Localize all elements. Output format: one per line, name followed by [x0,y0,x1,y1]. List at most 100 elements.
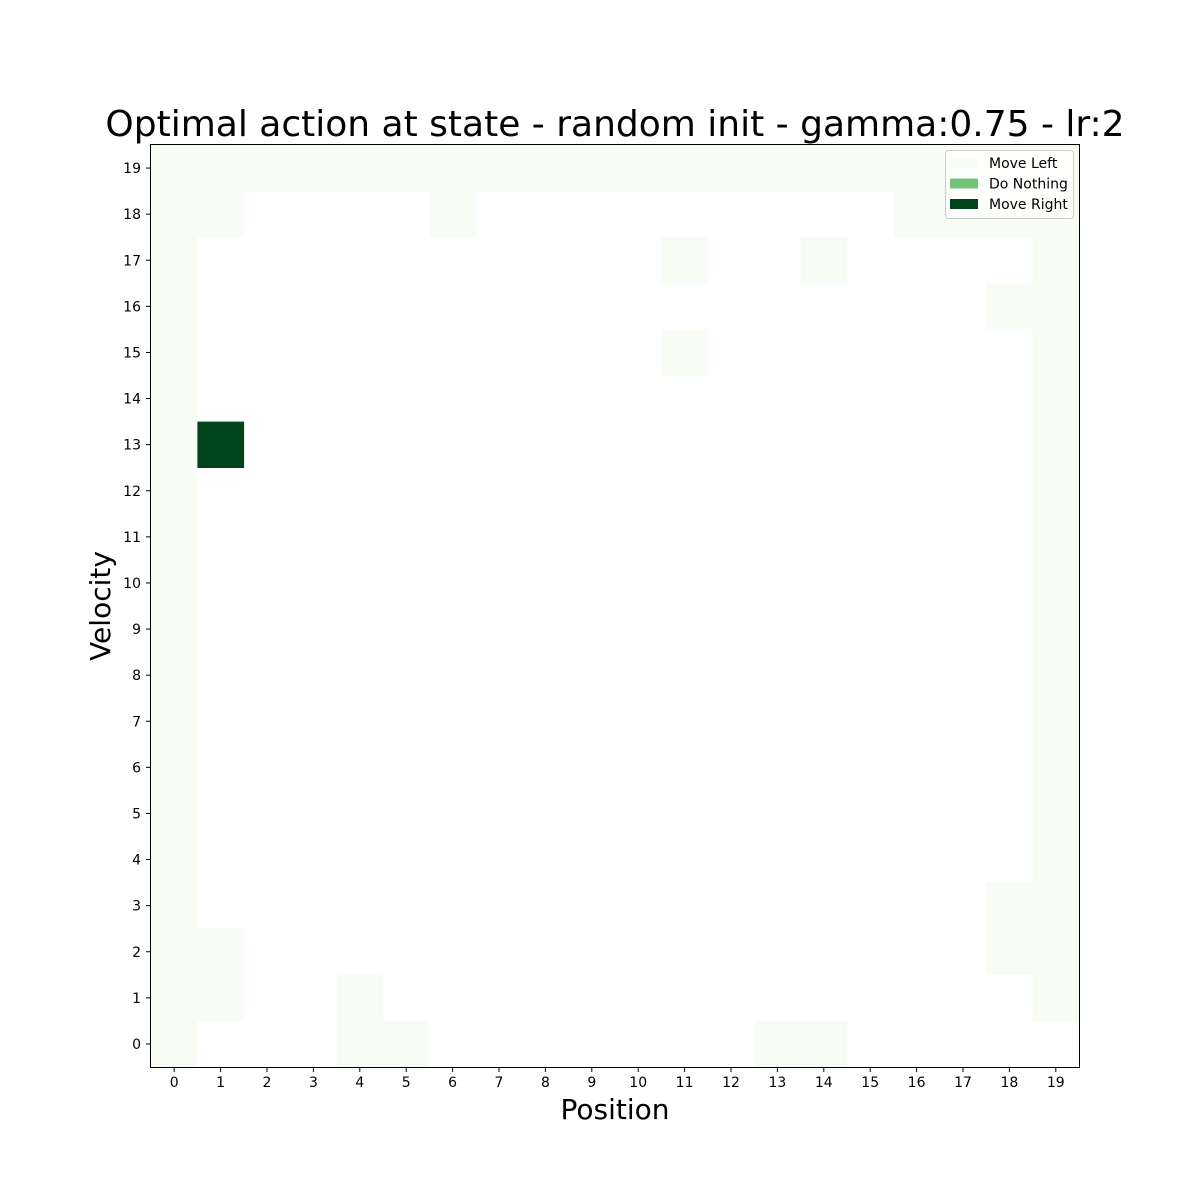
x-tick-label: 0 [170,1075,179,1091]
heatmap-cell [151,974,198,1022]
y-tick-label: 18 [123,207,141,223]
x-tick-label: 11 [676,1075,694,1091]
x-tick-label: 5 [402,1075,411,1091]
heatmap-cell [151,698,198,745]
y-tick-label: 6 [132,760,141,776]
y-tick-label: 4 [132,853,141,869]
heatmap-cell [151,145,198,192]
heatmap-cell [1032,283,1080,330]
legend: Move Left Do Nothing Move Right [945,150,1074,219]
heatmap-cell [151,928,198,976]
heatmap-cell [151,467,198,515]
heatmap-cell [151,559,198,607]
heatmap-cell [197,928,245,976]
x-tick-label: 9 [587,1075,596,1091]
legend-label: Move Right [989,197,1068,213]
y-tick-label: 8 [132,668,141,684]
x-tick-label: 10 [629,1075,647,1091]
heatmap-cell [151,790,198,837]
x-tick-label: 15 [861,1075,879,1091]
heatmap-cell [1032,375,1080,422]
x-axis-ticks: 0 1 2 3 4 5 6 7 8 9 10 11 12 13 14 15 16 17 18 19 [170,1067,1065,1091]
heatmap-cell [800,1020,848,1068]
y-tick-label: 19 [123,161,141,177]
heatmap-cell [1032,698,1080,745]
x-tick-label: 14 [815,1075,833,1091]
heatmap-cell [1032,467,1080,515]
x-tick-label: 8 [541,1075,550,1091]
heatmap-cell [1032,559,1080,607]
heatmap-cell [986,882,1033,929]
heatmap-cell [661,145,709,192]
x-tick-label: 1 [216,1075,225,1091]
heatmap-cell [1032,237,1080,284]
heatmap-cell [151,375,198,422]
y-tick-label: 16 [123,299,141,315]
heatmap-cell [243,145,291,192]
legend-swatch [950,158,978,168]
heatmap-cell [1032,882,1080,929]
heatmap-cell [151,421,198,468]
x-tick-label: 13 [768,1075,786,1091]
heatmap-cell [1032,606,1080,653]
x-tick-label: 16 [908,1075,926,1091]
y-tick-label: 3 [132,899,141,915]
x-tick-label: 7 [495,1075,504,1091]
x-tick-label: 4 [355,1075,364,1091]
heatmap-cell [847,145,894,192]
legend-label: Move Left [989,156,1058,172]
heatmap-cell [1032,790,1080,837]
heatmap-cell [197,421,245,468]
heatmap-cell [151,191,198,238]
heatmap-cell [522,145,569,192]
heatmap-cell [197,974,245,1022]
heatmap-cell [661,237,709,284]
heatmap-cell [429,191,477,238]
y-tick-label: 7 [132,714,141,730]
x-axis-label: Position [560,1093,669,1126]
heatmap-cell [1032,329,1080,376]
x-tick-label: 12 [722,1075,740,1091]
x-tick-label: 19 [1047,1075,1065,1091]
heatmap-cells [151,145,1080,1068]
heatmap-cell [754,1020,801,1068]
y-tick-label: 0 [132,1037,141,1053]
heatmap-cell [151,882,198,929]
heatmap-cell [754,145,801,192]
heatmap-cell [568,145,616,192]
heatmap-cell [336,145,384,192]
y-axis-label: Velocity [84,551,117,661]
plot-frame [150,144,1080,1068]
chart-title: Optimal action at state - random init - … [105,104,1124,145]
heatmap-cell [1032,974,1080,1022]
x-tick-label: 3 [309,1075,318,1091]
x-tick-label: 2 [263,1075,272,1091]
heatmap-cell [986,283,1033,330]
heatmap-cell [661,329,709,376]
y-tick-label: 9 [132,622,141,638]
heatmap-cell [429,145,477,192]
heatmap-cell [197,191,245,238]
heatmap-cell [1032,836,1080,883]
plot-background [151,145,1079,1067]
heatmap-cell [1032,928,1080,976]
legend-label: Do Nothing [989,177,1068,193]
heatmap-cell [151,744,198,791]
y-tick-label: 5 [132,806,141,822]
heatmap-cell [151,237,198,284]
heatmap-cell [615,145,662,192]
heatmap-cell [151,1020,198,1068]
heatmap-cell [383,145,430,192]
y-tick-label: 12 [123,484,141,500]
heatmap-cell [800,237,848,284]
y-tick-label: 17 [123,253,141,269]
x-tick-label: 6 [448,1075,457,1091]
heatmap-cell [986,928,1033,976]
y-tick-label: 1 [132,991,141,1007]
heatmap-cell [800,145,848,192]
y-tick-label: 13 [123,438,141,454]
heatmap-cell [475,145,523,192]
y-tick-label: 2 [132,945,141,961]
